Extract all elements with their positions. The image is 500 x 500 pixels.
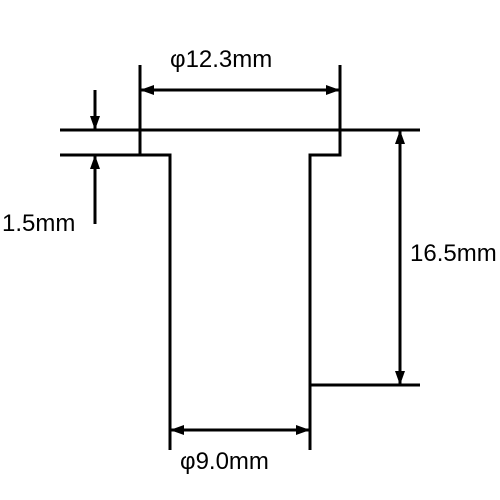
dimension-label-body-diameter: φ9.0mm	[180, 448, 269, 476]
dimension-label-flange-thickness: 1.5mm	[2, 210, 75, 238]
dimension-label-total-height: 16.5mm	[410, 240, 497, 268]
drawing-canvas: φ12.3mm 1.5mm 16.5mm φ9.0mm	[0, 0, 500, 500]
dimension-label-flange-diameter: φ12.3mm	[170, 46, 272, 74]
